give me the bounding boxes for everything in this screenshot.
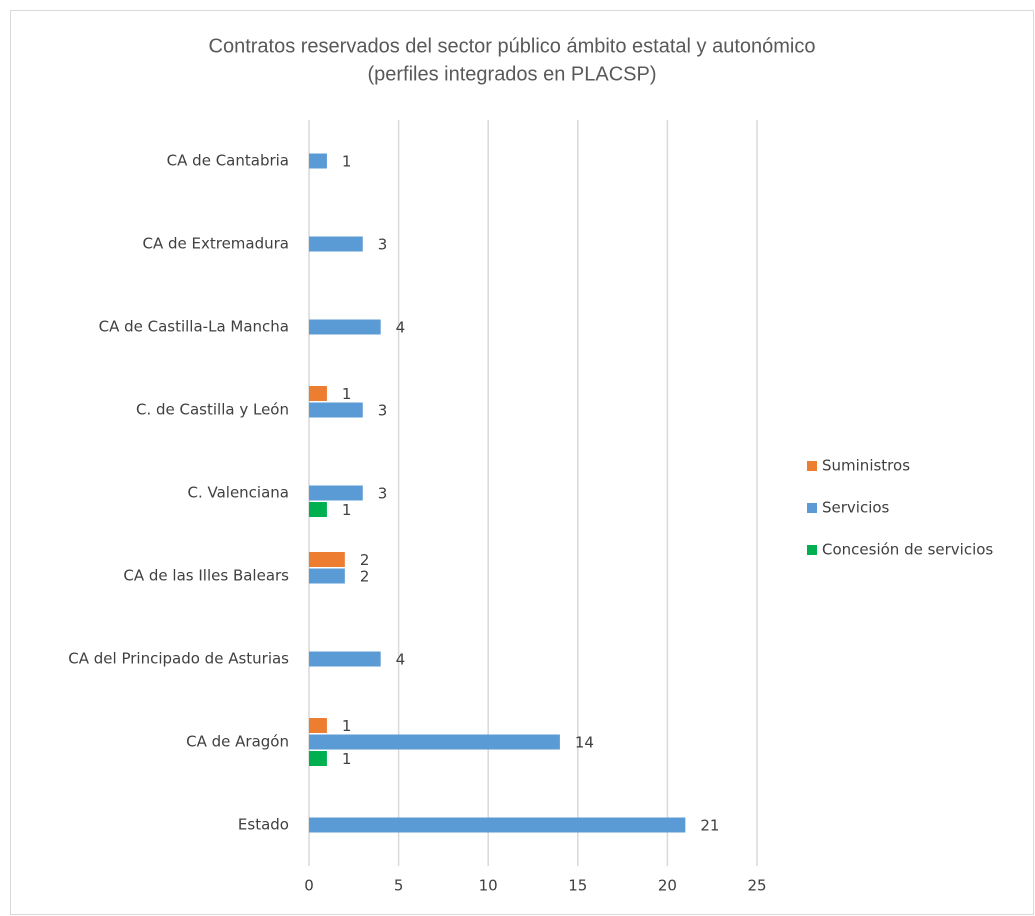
data-label: 21 (700, 817, 719, 835)
data-label: 1 (342, 717, 352, 735)
bar (309, 734, 560, 750)
x-tick-label: 0 (304, 877, 314, 895)
bar (309, 402, 363, 418)
chart-title: (perfiles integrados en PLACSP) (367, 63, 656, 85)
y-tick-label: CA de Cantabria (167, 152, 289, 170)
y-tick-label: C. de Castilla y León (136, 401, 289, 419)
data-label: 1 (342, 501, 352, 519)
data-label: 3 (378, 485, 388, 503)
bar (309, 502, 327, 517)
data-label: 14 (575, 734, 594, 752)
data-label: 3 (378, 402, 388, 420)
y-tick-label: CA de Aragón (186, 733, 289, 751)
legend-swatch (807, 545, 817, 555)
y-tick-label: CA de las Illes Balears (123, 567, 289, 585)
x-tick-label: 10 (479, 877, 498, 895)
x-tick-label: 20 (658, 877, 677, 895)
data-label: 4 (396, 651, 406, 669)
data-label: 2 (360, 551, 370, 569)
chart-title: Contratos reservados del sector público … (209, 35, 816, 57)
bar (309, 751, 327, 766)
bar (309, 319, 381, 335)
bar (309, 651, 381, 667)
data-label: 4 (396, 319, 406, 337)
legend-swatch (807, 461, 817, 471)
bar (309, 568, 345, 584)
bar (309, 153, 327, 169)
x-tick-label: 15 (568, 877, 587, 895)
y-tick-label: CA del Principado de Asturias (68, 650, 289, 668)
bar (309, 485, 363, 501)
data-label: 3 (378, 236, 388, 254)
legend-swatch (807, 503, 817, 513)
x-tick-label: 5 (394, 877, 404, 895)
legend-label: Concesión de servicios (822, 541, 993, 559)
x-tick-label: 25 (747, 877, 766, 895)
y-tick-label: C. Valenciana (187, 484, 289, 502)
data-label: 1 (342, 385, 352, 403)
legend-label: Servicios (822, 499, 890, 517)
y-tick-label: CA de Castilla-La Mancha (99, 318, 289, 336)
bar (309, 817, 686, 833)
bar (309, 552, 345, 567)
y-tick-label: Estado (238, 816, 289, 834)
legend-label: Suministros (822, 457, 910, 475)
y-tick-label: CA de Extremadura (142, 235, 289, 253)
data-label: 2 (360, 568, 370, 586)
bar (309, 718, 327, 733)
data-label: 1 (342, 153, 352, 171)
data-label: 1 (342, 750, 352, 768)
bar (309, 236, 363, 252)
bar (309, 386, 327, 401)
chart-border (10, 10, 1034, 915)
